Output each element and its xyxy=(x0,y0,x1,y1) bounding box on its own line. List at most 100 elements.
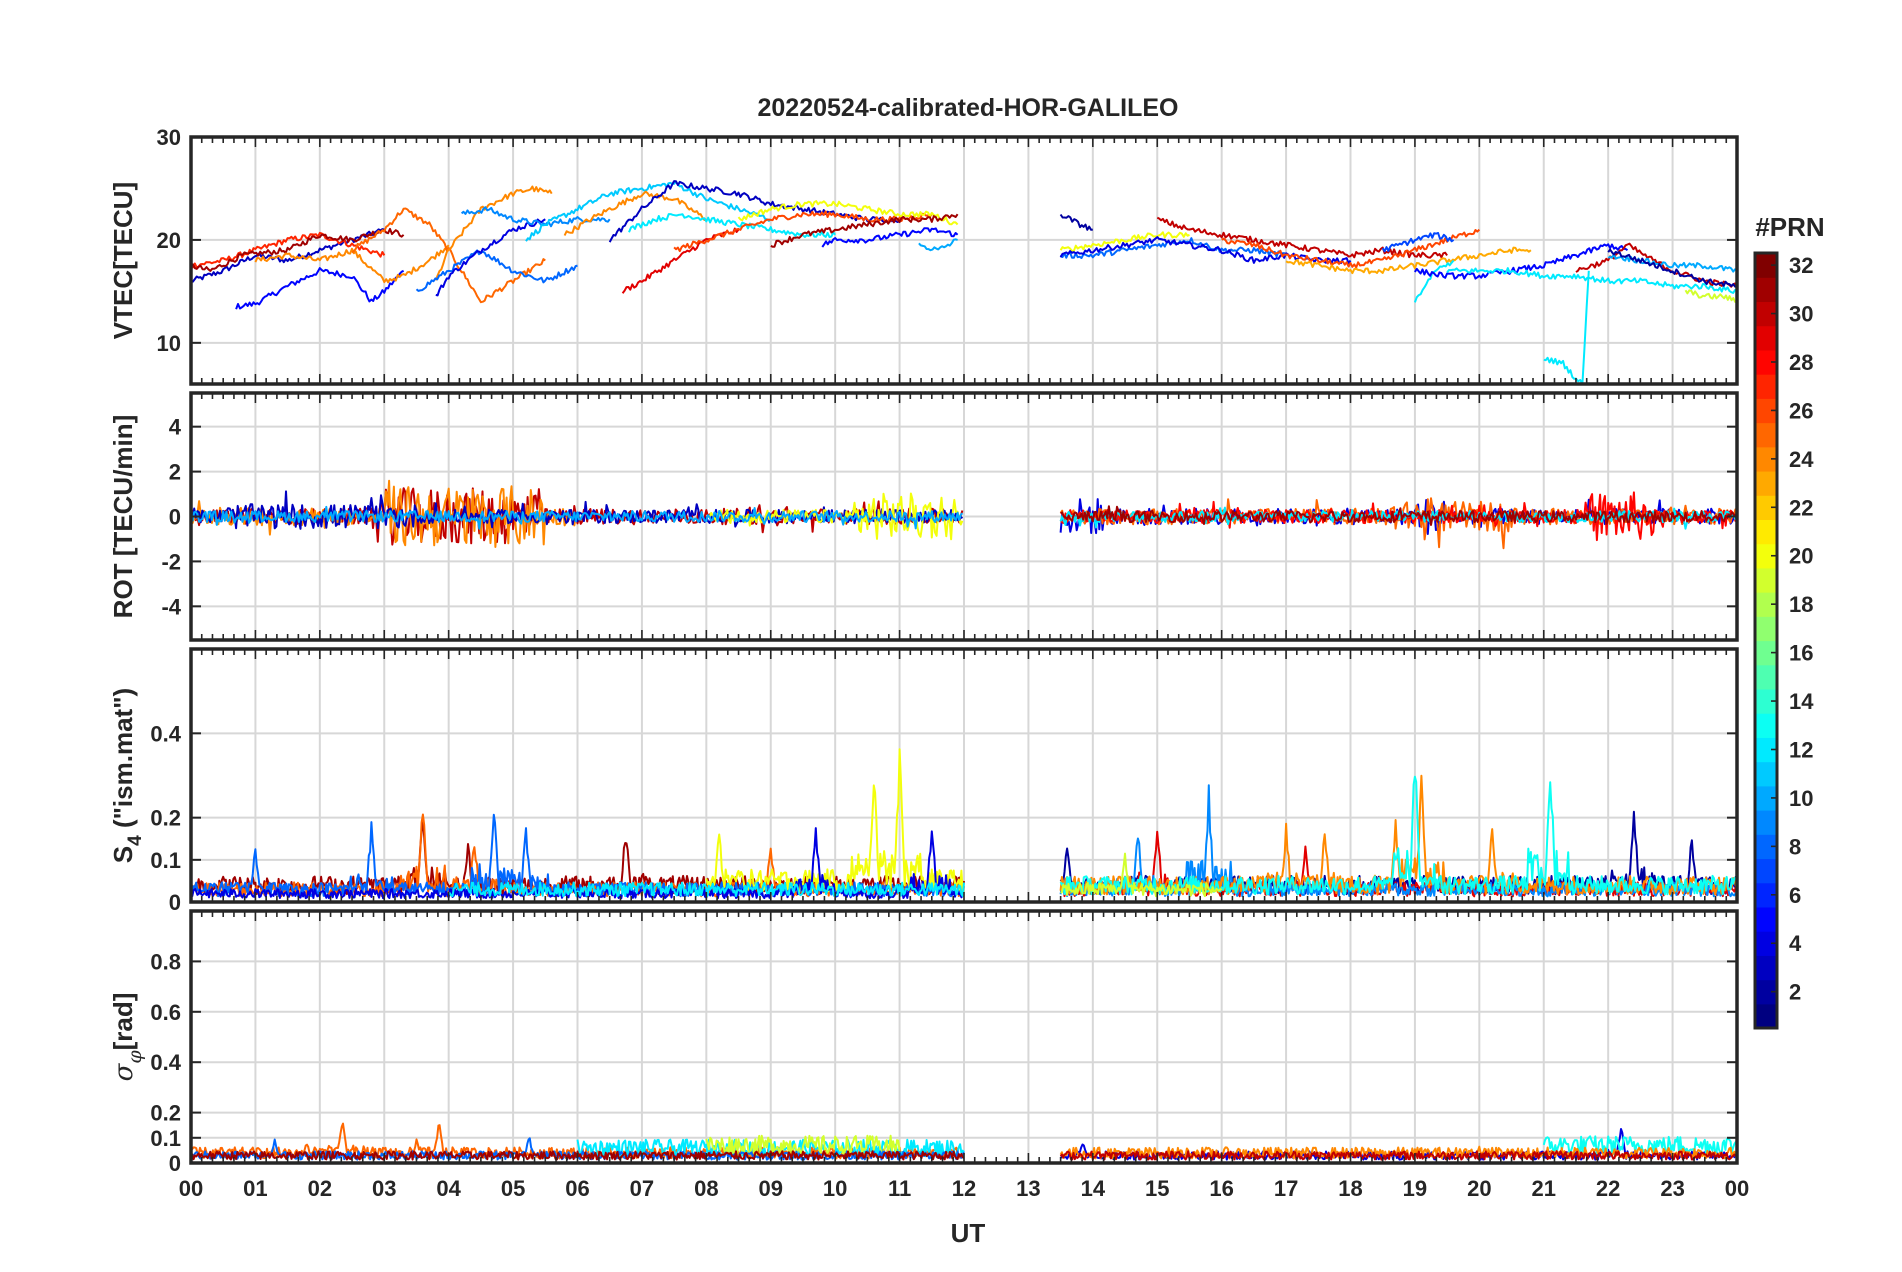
colorbar-swatch xyxy=(1755,931,1777,956)
x-tick-label: 16 xyxy=(1209,1176,1233,1201)
x-tick-label: 18 xyxy=(1338,1176,1362,1201)
x-axis-ticks: 00 01 02 03 04 05 06 07 08 09 10 11 12 13 14 15 16 17 18 19… xyxy=(179,1176,1749,1201)
series-line-prn-19 xyxy=(705,1134,901,1156)
series-line-prn-31 xyxy=(1060,505,1738,526)
colorbar-swatch xyxy=(1755,374,1777,399)
x-tick-label: 12 xyxy=(952,1176,976,1201)
colorbar-tick-label: 14 xyxy=(1789,689,1814,714)
series-line-prn-12 xyxy=(1059,506,1738,530)
series-line-prn-20 xyxy=(1059,231,1190,252)
axes-frame xyxy=(189,135,1739,386)
y-tick-label: 0.4 xyxy=(150,1050,181,1075)
series-line-prn-10 xyxy=(190,505,964,530)
colorbar-swatch xyxy=(1755,906,1777,932)
series-group xyxy=(190,479,1738,550)
series-line-prn-19 xyxy=(1060,852,1223,898)
panel-vtec: 10 20 30 VTEC[TECU] xyxy=(108,125,1739,386)
y-tick-label: 0.1 xyxy=(150,1126,181,1151)
colorbar-swatch xyxy=(1755,785,1777,811)
series-line-prn-31 xyxy=(770,213,959,248)
colorbar-tick-label: 32 xyxy=(1789,253,1813,278)
x-tick-label: 00 xyxy=(1725,1176,1749,1201)
y-tick-label: 0 xyxy=(169,890,181,915)
series-line-prn-12 xyxy=(448,881,965,898)
colorbar-tick-label: 22 xyxy=(1789,495,1813,520)
colorbar-swatch xyxy=(1755,616,1777,642)
x-tick-label: 03 xyxy=(372,1176,396,1201)
series-line-prn-3 xyxy=(608,180,901,243)
panel-rot: -4 -2 0 2 4 ROT [TECU/min] xyxy=(108,391,1739,642)
colorbar-tick-label: 18 xyxy=(1789,592,1813,617)
colorbar-tick-label: 26 xyxy=(1789,398,1813,423)
series-line-prn-4 xyxy=(435,218,546,297)
y-tick-label: 30 xyxy=(157,125,181,150)
axes-frame xyxy=(189,647,1739,904)
series-line-prn-8 xyxy=(415,249,578,292)
y-axis-label: ROT [TECU/min] xyxy=(108,415,138,619)
series-line-prn-23 xyxy=(1285,246,1532,275)
colorbar-swatch xyxy=(1755,761,1777,787)
y-tick-label: 0 xyxy=(169,505,181,530)
colorbar-tick-label: 24 xyxy=(1789,447,1814,472)
series-line-prn-27 xyxy=(190,231,386,269)
x-tick-label: 19 xyxy=(1403,1176,1427,1201)
x-tick-label: 08 xyxy=(694,1176,718,1201)
series-line-prn-2 xyxy=(1059,213,1093,231)
colorbar-tick-label: 28 xyxy=(1789,350,1813,375)
colorbar-tick-label: 20 xyxy=(1789,544,1813,569)
colorbar-tick-label: 8 xyxy=(1789,834,1801,859)
x-tick-label: 10 xyxy=(823,1176,847,1201)
series-line-prn-10 xyxy=(1607,253,1738,273)
x-tick-label: 05 xyxy=(501,1176,525,1201)
colorbar-tick-label: 4 xyxy=(1789,931,1802,956)
x-tick-label: 20 xyxy=(1467,1176,1491,1201)
colorbar-swatch xyxy=(1755,470,1777,496)
series-line-prn-26 xyxy=(1221,228,1481,269)
series-line-prn-5 xyxy=(1414,243,1629,280)
colorbar-swatch xyxy=(1755,834,1777,860)
colorbar-frame xyxy=(1753,251,1779,1030)
x-tick-label: 14 xyxy=(1081,1176,1106,1201)
y-tick-label: 0 xyxy=(169,1151,181,1176)
y-tick-label: 20 xyxy=(157,228,181,253)
colorbar-swatch xyxy=(1755,1003,1777,1029)
y-tick-label: -4 xyxy=(161,594,181,619)
colorbar-swatch xyxy=(1755,325,1777,351)
y-tick-label: 0.2 xyxy=(150,1101,181,1126)
series-line-prn-30 xyxy=(1156,216,1448,259)
series-line-prn-19 xyxy=(1684,289,1738,303)
axes-frame xyxy=(189,391,1739,642)
series-line-prn-12 xyxy=(1446,267,1738,294)
series-group xyxy=(190,180,1738,386)
series-line-prn-24 xyxy=(254,244,450,284)
series-line-prn-31 xyxy=(190,227,405,272)
colorbar-swatch xyxy=(1755,955,1777,981)
y-tick-label: 10 xyxy=(157,331,181,356)
x-tick-label: 13 xyxy=(1016,1176,1040,1201)
x-tick-label: 06 xyxy=(565,1176,589,1201)
colorbar-swatch xyxy=(1755,688,1777,714)
colorbar-swatch xyxy=(1755,519,1777,545)
y-axis-label: S4 ("ism.mat") xyxy=(108,688,146,863)
x-tick-label: 21 xyxy=(1532,1176,1556,1201)
figure-title: 20220524-calibrated-HOR-GALILEO xyxy=(758,94,1179,122)
y-tick-label: -2 xyxy=(161,549,181,574)
series-line-prn-12 xyxy=(1543,270,1590,386)
x-tick-label: 07 xyxy=(630,1176,654,1201)
axes-frame xyxy=(189,909,1739,1165)
colorbar-swatch xyxy=(1755,567,1777,593)
y-tick-label: 0.8 xyxy=(150,949,181,974)
y-tick-label: 4 xyxy=(169,415,182,440)
colorbar-swatch xyxy=(1755,713,1777,738)
x-tick-label: 17 xyxy=(1274,1176,1298,1201)
colorbar-swatch xyxy=(1755,737,1777,763)
panel-sigma-phi: 00.10.2 0.4 0.6 0.8σφ[rad] xyxy=(108,909,1739,1176)
y-tick-label: 0.1 xyxy=(150,848,181,873)
colorbar-swatch xyxy=(1755,882,1777,908)
series-line-prn-5 xyxy=(235,267,405,310)
y-tick-label: 0.2 xyxy=(150,806,181,831)
colorbar-swatch xyxy=(1755,446,1777,472)
colorbar-label: #PRN xyxy=(1755,212,1824,242)
